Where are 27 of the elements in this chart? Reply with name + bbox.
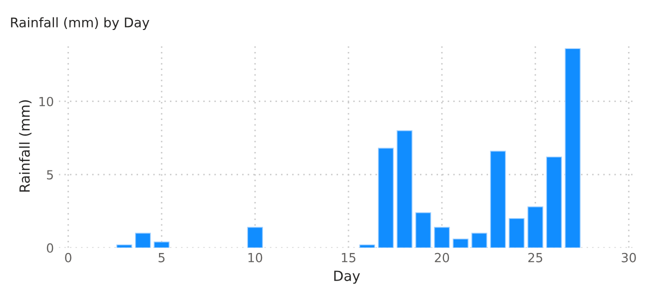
x-tick-label: 10 <box>248 252 262 262</box>
bar <box>527 206 544 248</box>
bar <box>490 150 506 248</box>
y-tick-label: 5 <box>47 170 53 180</box>
bar <box>396 130 412 248</box>
bar <box>247 226 263 248</box>
x-tick-label: 20 <box>434 252 450 262</box>
bar <box>434 226 450 248</box>
x-tick-label: 5 <box>158 253 165 262</box>
bar <box>546 156 562 248</box>
bar <box>378 148 394 248</box>
bar <box>564 48 581 248</box>
x-tick-label: 25 <box>528 252 542 262</box>
chart-title: Rainfall (mm) by Day <box>11 17 150 30</box>
bar <box>471 232 488 248</box>
bar <box>508 218 525 248</box>
x-tick-label: 30 <box>622 252 636 262</box>
y-tick-label: 10 <box>39 96 54 106</box>
bar <box>452 238 468 248</box>
x-tick-label: 0 <box>65 252 72 262</box>
y-axis-title: Rainfall (mm) <box>19 100 32 192</box>
bar <box>154 242 170 248</box>
bar <box>135 232 151 248</box>
x-tick-label: 15 <box>342 253 356 262</box>
y-tick-label: 0 <box>46 243 54 253</box>
bar <box>415 212 432 248</box>
x-axis-title: Day <box>334 270 360 284</box>
